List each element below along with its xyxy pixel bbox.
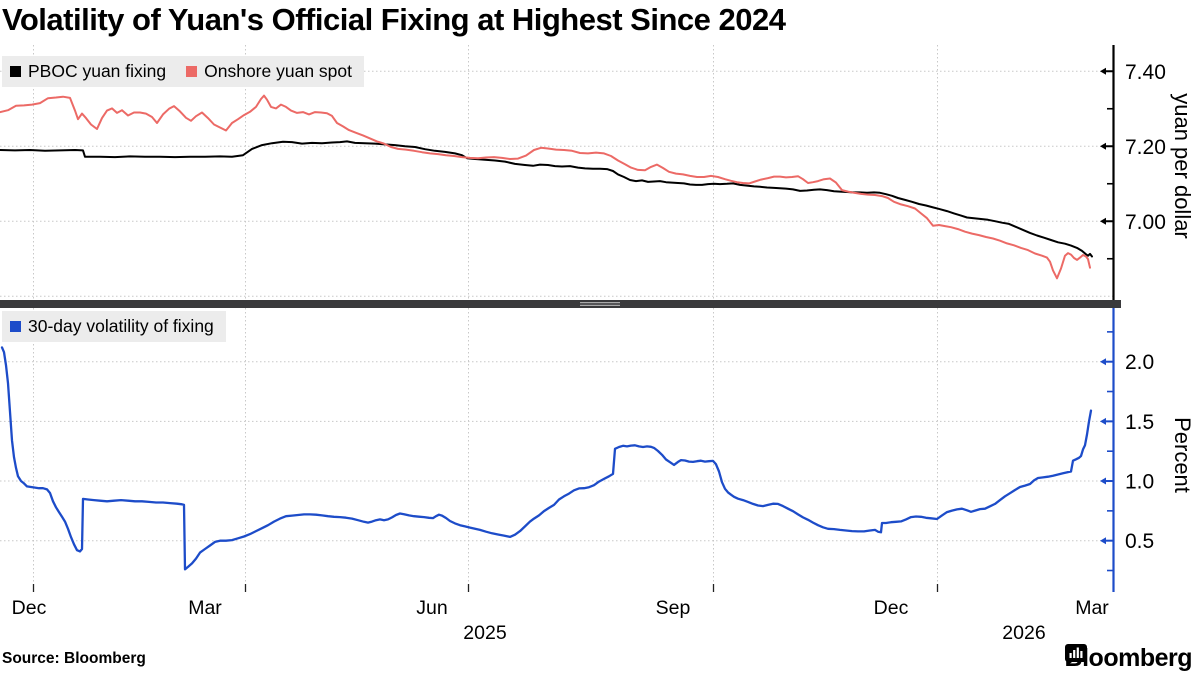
y-tick-label: 7.00 bbox=[1125, 211, 1166, 234]
source-attribution: Source: Bloomberg bbox=[2, 650, 146, 667]
x-month-label: Dec bbox=[12, 597, 47, 619]
tick-arrow bbox=[1100, 142, 1106, 150]
y-tick-label: 0.5 bbox=[1125, 530, 1154, 553]
x-month-label: Jun bbox=[416, 597, 447, 619]
x-month-label: Sep bbox=[656, 597, 691, 619]
y-tick-label: 1.5 bbox=[1125, 411, 1154, 434]
legend-top: PBOC yuan fixing Onshore yuan spot bbox=[2, 56, 364, 87]
fixing-legend-label: PBOC yuan fixing bbox=[28, 61, 167, 81]
tick-arrow bbox=[1100, 417, 1106, 425]
x-year-label: 2026 bbox=[1002, 622, 1045, 644]
volatility-legend-swatch bbox=[10, 321, 21, 332]
tick-arrow bbox=[1100, 358, 1106, 366]
top-panel-axis-title: yuan per dollar bbox=[1170, 93, 1195, 239]
x-year-label: 2025 bbox=[463, 622, 507, 644]
volatility-legend-label: 30-day volatility of fixing bbox=[28, 316, 214, 336]
y-tick-label: 1.0 bbox=[1125, 471, 1154, 494]
spot-legend-label: Onshore yuan spot bbox=[204, 61, 352, 81]
x-month-label: Mar bbox=[188, 597, 222, 619]
legend-item-pboc-fixing[interactable]: PBOC yuan fixing bbox=[10, 61, 166, 82]
fixing-legend-swatch bbox=[10, 66, 21, 77]
series-line bbox=[0, 94, 1091, 280]
y-tick-label: 7.40 bbox=[1125, 61, 1166, 84]
page-title: Volatility of Yuan's Official Fixing at … bbox=[2, 2, 786, 37]
tick-arrow bbox=[1100, 537, 1106, 545]
series-line bbox=[0, 346, 1093, 571]
x-month-label: Dec bbox=[874, 597, 909, 619]
bloomberg-brand: Bloomberg bbox=[1064, 644, 1193, 673]
y-tick-label: 7.20 bbox=[1125, 136, 1166, 159]
bloomberg-logo-icon bbox=[1064, 644, 1087, 665]
tick-arrow bbox=[1100, 67, 1106, 75]
series-line bbox=[0, 140, 1093, 258]
legend-item-volatility[interactable]: 30-day volatility of fixing bbox=[10, 316, 214, 337]
y-tick-label: 2.0 bbox=[1125, 351, 1154, 374]
bottom-panel-axis-title: Percent bbox=[1170, 417, 1195, 493]
x-month-label: Mar bbox=[1075, 597, 1109, 619]
legend-item-onshore-spot[interactable]: Onshore yuan spot bbox=[186, 61, 352, 82]
tick-arrow bbox=[1100, 477, 1106, 485]
tick-arrow bbox=[1100, 217, 1106, 225]
spot-legend-swatch bbox=[186, 66, 198, 77]
legend-bottom: 30-day volatility of fixing bbox=[2, 311, 226, 342]
panel-divider[interactable] bbox=[0, 300, 1121, 308]
